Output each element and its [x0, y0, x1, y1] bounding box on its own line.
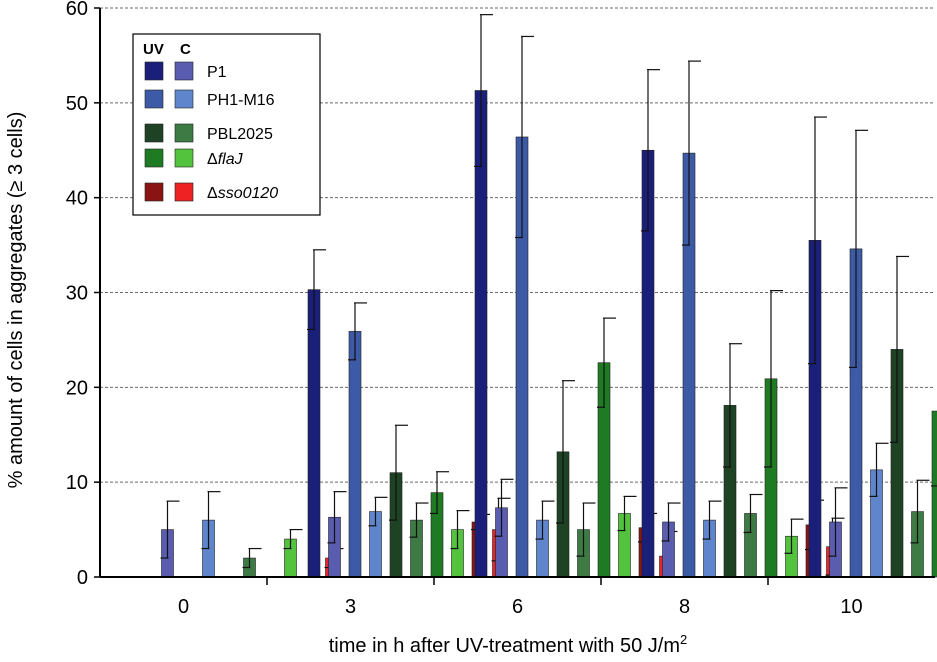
- legend-swatch-uv: [144, 182, 164, 202]
- x-tick-label: 0: [178, 596, 189, 618]
- legend-swatch-uv: [144, 123, 164, 143]
- y-tick-label: 0: [77, 567, 88, 589]
- legend-swatch-c: [174, 182, 194, 202]
- y-tick-label: 60: [66, 0, 88, 20]
- y-tick-label: 50: [66, 93, 88, 115]
- legend-label: Δsso0120: [207, 185, 278, 202]
- legend-label-prefix: Δ: [207, 185, 218, 202]
- legend-header-uv: UV: [143, 41, 164, 58]
- axes: [94, 7, 935, 585]
- legend-swatch-uv: [144, 148, 164, 168]
- y-tick-label: 40: [66, 188, 88, 210]
- legend-swatch-uv: [144, 61, 164, 81]
- bar: [307, 289, 321, 578]
- legend-label: PH1-M16: [207, 92, 275, 109]
- legend-label-prefix: Δ: [207, 151, 218, 168]
- bar-series: [160, 14, 937, 578]
- legend-label-name: flaJ: [218, 151, 244, 168]
- legend-swatch-uv: [144, 89, 164, 109]
- bar: [931, 410, 937, 578]
- x-tick-label: 6: [512, 596, 523, 618]
- y-tick-label: 30: [66, 283, 88, 305]
- x-tick-label: 3: [345, 596, 356, 618]
- y-tick-label: 10: [66, 472, 88, 494]
- x-tick-label: 10: [840, 596, 862, 618]
- y-tick-label: 20: [66, 377, 88, 399]
- x-axis-title-superscript: 2: [680, 632, 687, 647]
- bar: [348, 331, 362, 578]
- legend-label-name: PH1-M16: [207, 92, 275, 109]
- x-axis-title: time in h after UV-treatment with 50 J/m…: [329, 632, 687, 657]
- tick-labels: 0 10 20 30 40 50 60 0 3 6 8 10: [66, 0, 863, 618]
- legend-header-c: C: [180, 41, 191, 58]
- legend-label: P1: [207, 64, 227, 81]
- legend-swatch-c: [174, 61, 194, 81]
- x-axis-title-main: time in h after UV-treatment with 50 J/m: [329, 635, 680, 657]
- y-axis-title: % amount of cells in aggregates (≥ 3 cel…: [5, 112, 27, 489]
- x-tick-label: 8: [679, 596, 690, 618]
- legend-swatch-c: [174, 89, 194, 109]
- legend-label-name: PBL2025: [207, 126, 273, 143]
- legend-label-name: sso0120: [218, 185, 279, 202]
- legend-label: PBL2025: [207, 126, 273, 143]
- legend-swatch-c: [174, 148, 194, 168]
- legend-box: [132, 33, 321, 216]
- legend-label-name: P1: [207, 64, 227, 81]
- legend-label: ΔflaJ: [207, 151, 244, 168]
- legend-swatch-c: [174, 123, 194, 143]
